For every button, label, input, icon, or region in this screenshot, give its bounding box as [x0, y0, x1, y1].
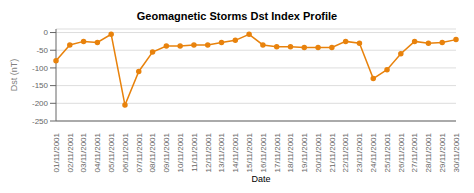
svg-text:27/11/2001: 27/11/2001	[410, 132, 419, 172]
svg-text:-50: -50	[36, 46, 48, 55]
svg-text:08/11/2001: 08/11/2001	[148, 132, 157, 172]
svg-text:07/11/2001: 07/11/2001	[135, 132, 144, 172]
svg-text:16/11/2001: 16/11/2001	[259, 132, 268, 172]
svg-text:01/11/2001: 01/11/2001	[52, 132, 61, 172]
svg-text:03/11/2001: 03/11/2001	[79, 132, 88, 172]
svg-text:15/11/2001: 15/11/2001	[245, 132, 254, 172]
svg-text:18/11/2001: 18/11/2001	[286, 132, 295, 172]
svg-text:21/11/2001: 21/11/2001	[328, 132, 337, 172]
svg-text:30/11/2001: 30/11/2001	[452, 132, 461, 172]
svg-text:Dst (nT): Dst (nT)	[9, 59, 19, 92]
svg-text:20/11/2001: 20/11/2001	[314, 132, 323, 172]
svg-text:14/11/2001: 14/11/2001	[231, 132, 240, 172]
svg-text:29/11/2001: 29/11/2001	[438, 132, 447, 172]
svg-text:10/11/2001: 10/11/2001	[176, 132, 185, 172]
svg-text:-100: -100	[32, 64, 49, 73]
svg-text:22/11/2001: 22/11/2001	[341, 132, 350, 172]
svg-text:24/11/2001: 24/11/2001	[369, 132, 378, 172]
svg-text:-250: -250	[32, 117, 49, 126]
svg-text:26/11/2001: 26/11/2001	[397, 132, 406, 172]
svg-text:28/11/2001: 28/11/2001	[424, 132, 433, 172]
svg-text:13/11/2001: 13/11/2001	[217, 132, 226, 172]
svg-text:06/11/2001: 06/11/2001	[121, 132, 130, 172]
svg-text:11/11/2001: 11/11/2001	[190, 132, 199, 171]
svg-text:12/11/2001: 12/11/2001	[204, 132, 213, 172]
html-text:Geomagnetic Storms Dst Index P: Geomagnetic Storms Dst Index Profile	[136, 10, 338, 22]
svg-text:23/11/2001: 23/11/2001	[355, 132, 364, 172]
svg-text:-150: -150	[32, 81, 49, 90]
svg-text:17/11/2001: 17/11/2001	[272, 132, 281, 172]
svg-text:19/11/2001: 19/11/2001	[300, 132, 309, 172]
svg-text:02/11/2001: 02/11/2001	[66, 132, 75, 172]
html-text:Date: Date	[251, 174, 271, 184]
svg-text:0: 0	[44, 28, 49, 37]
svg-text:25/11/2001: 25/11/2001	[383, 132, 392, 172]
svg-text:04/11/2001: 04/11/2001	[93, 132, 102, 172]
svg-text:05/11/2001: 05/11/2001	[107, 132, 116, 172]
svg-text:09/11/2001: 09/11/2001	[162, 132, 171, 172]
svg-text:-200: -200	[32, 99, 49, 108]
